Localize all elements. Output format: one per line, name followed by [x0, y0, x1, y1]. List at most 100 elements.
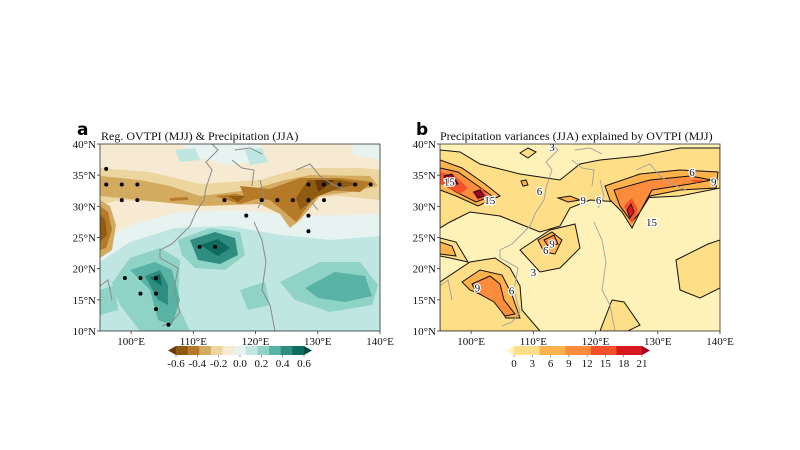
colorbar-tick-label: -0.2: [210, 358, 227, 370]
colorbar-segment: [280, 346, 293, 355]
x-tick-label: 100°E: [457, 336, 485, 348]
field-region: [245, 148, 268, 165]
colorbar-segment: [269, 346, 282, 355]
contour-label: 9: [475, 282, 481, 294]
significance-dot: [154, 291, 158, 296]
colorbar-tick-label: 18: [618, 358, 630, 370]
x-tick-label: 120°E: [582, 336, 610, 348]
contour-label: 9: [580, 195, 586, 207]
colorbar-tick-label: 0.2: [254, 358, 268, 370]
contour-label: 15: [646, 217, 658, 229]
y-tick-label: 15°N: [73, 295, 96, 307]
field-region: [228, 196, 245, 202]
y-tick-label: 10°N: [413, 326, 436, 338]
colorbar-tick-label: 12: [582, 358, 593, 370]
colorbar-segment: [176, 346, 188, 355]
contour-label: 3: [549, 142, 555, 154]
field-region: [613, 175, 713, 223]
contour-label: 6: [689, 167, 695, 179]
colorbar-extend-low: [506, 346, 514, 355]
significance-dot: [119, 198, 124, 203]
field-region: [145, 270, 168, 305]
field-region: [675, 239, 720, 299]
colorbar-segment: [539, 346, 566, 355]
y-tick-label: 25°N: [413, 233, 436, 245]
significance-dot: [197, 244, 202, 249]
colorbar-tick-label: 0.4: [276, 358, 290, 370]
significance-dot: [306, 198, 311, 203]
y-tick-label: 15°N: [413, 295, 436, 307]
panel-a: a Reg. OVTPI (MJJ) & Precipitation (JJA): [73, 120, 394, 370]
contour-label: 6: [537, 186, 543, 198]
colorbar-segment: [292, 346, 305, 355]
contour-label: 6: [596, 195, 602, 207]
y-tick-label: 35°N: [73, 170, 96, 182]
significance-dot: [244, 213, 249, 218]
x-tick-label: 130°E: [304, 336, 332, 348]
contour-label: 15: [444, 176, 456, 188]
colorbar-segment: [234, 346, 247, 355]
colorbar-segment: [565, 346, 592, 355]
colorbar-extend-high: [304, 346, 312, 355]
colorbar-tick-label: -0.4: [189, 358, 207, 370]
colorbar-extend-low: [168, 346, 176, 355]
contour-label: 3: [531, 267, 537, 279]
y-tick-label: 20°N: [73, 264, 96, 276]
field-region: [556, 195, 582, 203]
significance-dot: [122, 276, 127, 281]
colorbar-tick-label: 0.0: [233, 358, 247, 370]
y-tick-label: 35°N: [413, 170, 436, 182]
contour-label: 15: [484, 195, 496, 207]
panel-b-axes: 100°E 110°E 120°E 130°E 140°E 10°N 15°N 20°N 25°…: [413, 139, 734, 348]
significance-dot: [306, 213, 311, 218]
field-region: [443, 173, 459, 185]
panel-a-axes: 100°E 110°E 120°E 130°E 140°E 10°N 15°N 20°N 25°…: [73, 139, 394, 348]
field-region: [519, 147, 537, 159]
colorbar-tick-label: 0.6: [297, 358, 311, 370]
significance-dot: [368, 182, 373, 187]
significance-dot: [259, 198, 264, 203]
significance-dot: [166, 322, 171, 327]
y-tick-label: 25°N: [73, 233, 96, 245]
y-tick-label: 30°N: [73, 201, 96, 213]
significance-dot: [353, 182, 358, 187]
field-region: [471, 275, 516, 317]
x-tick-label: 110°E: [520, 336, 547, 348]
colorbar-tick-label: 15: [600, 358, 612, 370]
significance-dot: [154, 276, 158, 281]
colorbar-segment: [590, 346, 617, 355]
panel-a-colorbar: -0.6 -0.4 -0.2 0.0 0.2 0.4 0.6: [167, 346, 312, 370]
significance-dot: [306, 229, 311, 234]
x-tick-label: 110°E: [180, 336, 207, 348]
field-region: [175, 148, 200, 162]
field-region: [100, 285, 118, 315]
significance-dot: [306, 182, 311, 187]
significance-dot: [104, 182, 109, 187]
y-tick-label: 30°N: [413, 201, 436, 213]
colorbar-tick-label: 0: [511, 358, 517, 370]
x-tick-label: 140°E: [706, 336, 734, 348]
colorbar-segment: [187, 346, 200, 355]
colorbar-tick-label: 6: [548, 358, 554, 370]
coastline: [100, 144, 347, 331]
colorbar-segment: [616, 346, 643, 355]
panel-b-label: b: [416, 120, 428, 140]
y-tick-label: 40°N: [73, 139, 96, 151]
colorbar-segment: [210, 346, 223, 355]
field-region: [690, 180, 704, 183]
panel-b-colorbar: 0 3 6 9 12 15 18 21: [506, 346, 650, 370]
field-region: [543, 234, 559, 247]
colorbar-segment: [222, 346, 235, 355]
significance-dot: [119, 182, 124, 187]
x-tick-label: 140°E: [366, 336, 394, 348]
colorbar-tick-label: 9: [566, 358, 572, 370]
significance-dot: [135, 182, 140, 187]
x-tick-label: 120°E: [242, 336, 270, 348]
significance-dot: [337, 182, 342, 187]
significance-dots: [104, 166, 373, 327]
significance-dot: [322, 198, 326, 203]
field-region: [296, 180, 360, 210]
